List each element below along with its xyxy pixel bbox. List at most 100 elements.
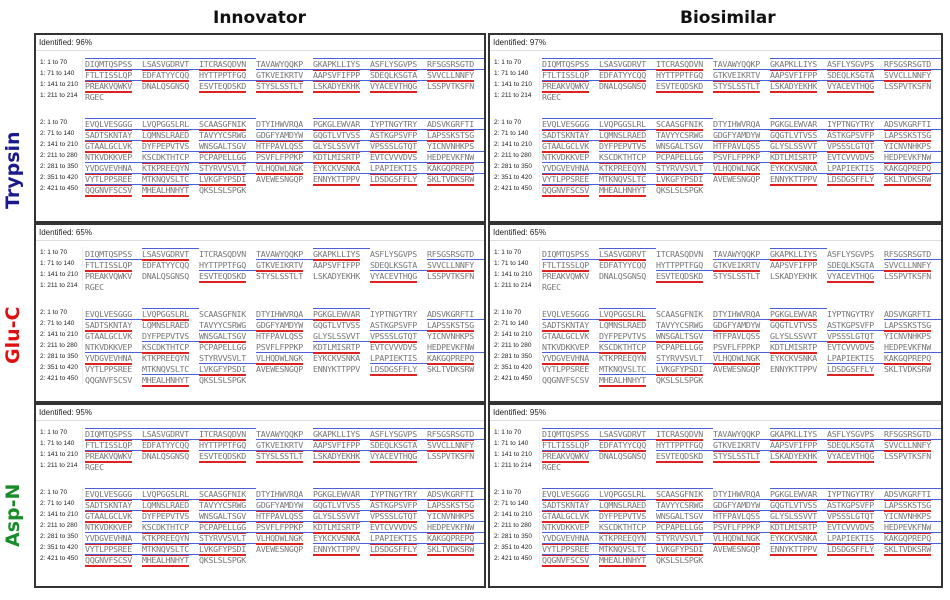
- peptide-segment: KSCDKTHTCP: [142, 341, 199, 353]
- peptide-segment: AVEWESNGQP: [713, 174, 760, 184]
- peptide-segment: STYRVVSVLT: [656, 162, 713, 174]
- peptide-segment: RFSGSRSGTD: [884, 58, 941, 70]
- chain1-block: 1: 1 to 70 1: 71 to 140 1: 141 to 210 1: 21…: [490, 247, 941, 292]
- peptide-segment: SKLTVDKSRW: [884, 173, 941, 185]
- sequence-row: NTKVDKKVEP KSCDKTHTCP PCPAPELLGG PSVFLFPPKP…: [542, 150, 941, 163]
- peptide-segment: YICNVNHKPS: [427, 141, 474, 151]
- peptide-segment: PSVFLFPPKP: [713, 151, 770, 163]
- peptide-segment: DIQMTQSPSS: [85, 58, 142, 70]
- peptide-segment: KAKGQPREPQ: [427, 532, 484, 544]
- peptide-segment: ASTKGPSVFP: [370, 499, 427, 511]
- peptide-segment: DTYIHWVRQA: [256, 489, 303, 499]
- peptide-segment: QKSLSLSPGK: [199, 555, 246, 565]
- peptide-segment: YVDGVEVHNA: [85, 532, 142, 544]
- peptide-segment: GTKVEIKRTV: [256, 69, 313, 81]
- panel-gluc-innovator: Identified: 65% 1: 1 to 70 1: 71 to 140 1: …: [34, 223, 486, 403]
- peptide-segment: RGEC: [542, 462, 561, 472]
- peptide-segment: GQGTLVTVSS: [313, 129, 370, 141]
- peptide-segment: YVDGVEVHNA: [85, 162, 142, 174]
- sequence-row: EVQLVESGGG LVQPGGSLRL SCAASGFNIK DTYIHWVRQA…: [542, 307, 941, 319]
- peptide-segment: VLHQDWLNGK: [256, 352, 313, 364]
- peptide-segment: EYKCKVSNKA: [770, 353, 817, 363]
- peptide-segment: ASFLYSGVPS: [827, 58, 884, 70]
- peptide-segment: HYTTPPTFGQ: [656, 260, 703, 270]
- peptide-segment: FTLTISSLQP: [542, 259, 599, 271]
- peptide-segment: VYACEVTHQG: [827, 270, 884, 282]
- sequence-row: QQGNVFSCSV MHEALHNHYT QKSLSLSPGK: [542, 553, 941, 565]
- peptide-segment: PGKGLEWVAR: [313, 308, 370, 320]
- chain1-block: 1: 1 to 70 1: 71 to 140 1: 141 to 210 1: 21…: [36, 57, 484, 102]
- peptide-segment: QQGNVFSCSV: [85, 375, 132, 385]
- peptide-segment: RGEC: [85, 282, 104, 292]
- peptide-segment: EVQLVESGGG: [542, 118, 599, 130]
- range-label: 1: 141 to 210: [494, 81, 532, 88]
- peptide-segment: SCAASGFNIK: [199, 488, 256, 500]
- peptide-segment: MHEALHNHYT: [599, 374, 656, 386]
- peptide-segment: RFSGSRSGTD: [427, 428, 484, 440]
- peptide-segment: LVKGFYPSDI: [656, 173, 713, 185]
- range-label: 2: 1 to 70: [40, 489, 68, 496]
- range-label: 2: 1 to 70: [494, 309, 522, 316]
- biosimilar-title: Biosimilar: [680, 8, 776, 28]
- peptide-segment: EVTCVVVDVS: [370, 522, 417, 532]
- peptide-segment: GDGFYAMDYW: [256, 129, 313, 141]
- peptide-segment: ENNYKTTPPV: [770, 364, 817, 374]
- peptide-segment: EYKCKVSNKA: [770, 163, 817, 173]
- peptide-segment: KAKGQPREPQ: [427, 352, 484, 364]
- sequence-row: NTKVDKKVEP KSCDKTHTCP PCPAPELLGG PSVFLFPPKP…: [85, 150, 484, 162]
- peptide-segment: ASFLYSGVPS: [370, 249, 417, 259]
- peptide-segment: VYACEVTHQG: [827, 80, 884, 92]
- peptide-segment: NTKVDKKVEP: [542, 342, 589, 352]
- range-label: 2: 1 to 70: [40, 309, 68, 316]
- peptide-segment: LSKADYEKHK: [313, 450, 370, 462]
- peptide-segment: VYTLPPSREE: [85, 543, 142, 555]
- sequence-row: SADTSKNTAY LQMNSLRAED TAVYYCSRWG GDGFYAMDYW…: [85, 318, 484, 331]
- chain2-block: 2: 1 to 70 2: 71 to 140 2: 141 to 210 2: 21…: [36, 117, 484, 195]
- sequence-row: PREAKVQWKV DNALQSGNSQ ESVTEQDSKD STYSLSSTLT…: [542, 449, 941, 461]
- peptide-segment: AVEWESNGQP: [256, 544, 303, 554]
- range-label: 2: 281 to 350: [494, 163, 532, 170]
- peptide-segment: PCPAPELLGG: [656, 521, 713, 533]
- peptide-segment: MHEALHNHYT: [142, 554, 199, 566]
- peptide-segment: LVQPGGSLRL: [142, 488, 199, 500]
- sequence-row: YVDGVEVHNA KTKPREEQYN STYRVVSVLT VLHQDWLNGK…: [542, 531, 941, 543]
- chain2-block: 2: 1 to 70 2: 71 to 140 2: 141 to 210 2: 21…: [490, 307, 941, 386]
- peptide-segment: PCPAPELLGG: [199, 342, 246, 352]
- range-label: 2: 141 to 210: [40, 141, 78, 148]
- peptide-segment: NTKVDKKVEP: [85, 342, 132, 352]
- range-label: 1: 141 to 210: [494, 451, 532, 458]
- sequence-row: PREAKVQWKV DNALQSGNSQ ESVTEQDSKD STYSLSSTLT…: [85, 79, 484, 91]
- peptide-segment: ADSVKGRFTI: [427, 309, 474, 319]
- peptide-segment: EVTCVVVDVS: [827, 522, 874, 532]
- sequence-row: DIQMTQSPSS LSASVGDRVT ITCRASQDVN TAVAWYQQKP…: [85, 427, 484, 440]
- peptide-segment: GQGTLVTVSS: [770, 320, 817, 330]
- range-label: 2: 141 to 210: [494, 331, 532, 338]
- peptide-segment: LVQPGGSLRL: [142, 118, 199, 130]
- peptide-segment: IYPTNGYTRY: [827, 118, 884, 130]
- peptide-segment: TAVAWYQQKP: [713, 59, 760, 69]
- peptide-segment: HEDPEVKFNW: [427, 342, 474, 352]
- range-label: 2: 421 to 450: [494, 555, 532, 562]
- peptide-segment: ESVTEQDSKD: [656, 270, 713, 282]
- sequence-row: GTAALGCLVK DYFPEPVTVS WNSGALTSGV HTFPAVLQSS…: [542, 509, 941, 521]
- peptide-segment: AVEWESNGQP: [256, 364, 303, 374]
- peptide-segment: ASFLYSGVPS: [827, 249, 874, 259]
- peptide-segment: LAPSSKSTSG: [884, 499, 941, 511]
- sequence-row: VYTLPPSREE MTKNQVSLTC LVKGFYPSDI AVEWESNGQP…: [85, 362, 484, 375]
- chain1-block: 1: 1 to 70 1: 71 to 140 1: 141 to 210 1: 21…: [490, 57, 941, 102]
- peptide-segment: MTKNQVSLTC: [599, 364, 646, 374]
- peptide-segment: LAPSSKSTSG: [884, 129, 941, 141]
- peptide-segment: GTKVEIKRTV: [713, 69, 770, 81]
- range-label: 1: 211 to 214: [494, 462, 532, 469]
- sequence-row: RGEC: [85, 460, 484, 472]
- peptide-segment: KSCDKTHTCP: [599, 521, 656, 533]
- peptide-segment: KTKPREEQYN: [599, 162, 656, 174]
- chain2-block: 2: 1 to 70 2: 71 to 140 2: 141 to 210 2: 21…: [490, 117, 941, 195]
- peptide-segment: LDSDGSFFLY: [370, 363, 427, 375]
- peptide-segment: PSVFLFPPKP: [713, 342, 760, 352]
- peptide-segment: GKAPKLLIYS: [770, 58, 827, 70]
- peptide-segment: SADTSKNTAY: [542, 499, 599, 511]
- sequence-row: SADTSKNTAY LQMNSLRAED TAVYYCSRWG GDGFYAMDYW…: [85, 128, 484, 141]
- peptide-segment: GDGFYAMDYW: [256, 319, 313, 331]
- sequence-row: QQGNVFSCSV MHEALHNHYT QKSLSLSPGK: [85, 373, 484, 385]
